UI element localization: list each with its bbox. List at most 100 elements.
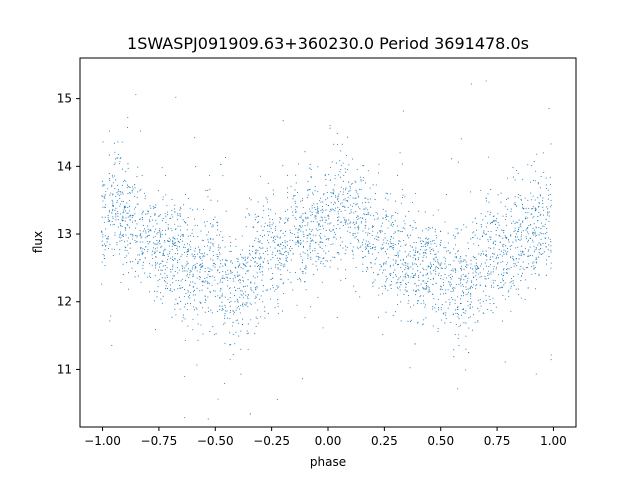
data-point: [387, 243, 389, 245]
data-point: [382, 333, 384, 335]
data-point: [532, 239, 534, 241]
data-point: [349, 222, 351, 224]
data-point: [231, 325, 234, 327]
data-point: [409, 367, 411, 369]
data-point: [356, 203, 358, 205]
data-point: [219, 297, 221, 299]
data-point: [405, 272, 407, 274]
data-point: [328, 250, 330, 252]
data-point: [302, 219, 304, 221]
data-point: [226, 269, 229, 271]
data-point: [393, 232, 395, 235]
data-point: [541, 253, 543, 255]
data-point: [234, 274, 236, 276]
data-point: [476, 222, 478, 224]
data-point: [415, 294, 417, 296]
data-point: [107, 188, 109, 190]
data-point: [133, 208, 136, 210]
data-point: [496, 256, 498, 258]
data-point: [151, 264, 153, 266]
data-point: [305, 268, 307, 270]
data-point: [112, 218, 114, 220]
data-point: [287, 197, 289, 199]
data-point: [153, 251, 155, 253]
data-point: [211, 226, 213, 228]
data-point: [182, 267, 184, 270]
data-point: [328, 218, 330, 220]
data-point: [107, 215, 109, 217]
data-point: [132, 188, 134, 190]
data-point: [218, 244, 220, 246]
data-point: [367, 234, 369, 236]
data-point: [538, 202, 540, 204]
data-point: [287, 191, 289, 194]
data-point: [533, 215, 535, 217]
data-point: [209, 248, 211, 250]
data-point: [140, 188, 142, 190]
data-point: [183, 221, 186, 223]
data-point: [505, 252, 507, 254]
data-point: [235, 267, 237, 269]
data-point: [500, 286, 502, 288]
data-point: [132, 235, 134, 237]
data-point: [547, 208, 549, 210]
data-point: [266, 201, 268, 203]
data-point: [408, 300, 410, 302]
data-point: [339, 227, 341, 229]
data-point: [112, 254, 114, 257]
data-point: [256, 317, 258, 320]
data-point: [349, 189, 351, 191]
data-point: [399, 289, 401, 291]
data-point: [202, 256, 204, 258]
data-point: [149, 219, 151, 221]
data-point: [212, 225, 214, 227]
data-point: [227, 273, 229, 275]
data-point: [229, 296, 231, 299]
data-point: [527, 164, 529, 166]
data-point: [545, 246, 547, 248]
data-point: [208, 275, 211, 278]
data-point: [517, 222, 519, 224]
data-point: [314, 207, 316, 209]
data-point: [181, 265, 183, 267]
data-point: [224, 383, 226, 385]
data-point: [343, 199, 345, 201]
data-point: [322, 263, 324, 265]
data-point: [245, 226, 247, 228]
data-point: [199, 290, 201, 292]
data-point: [142, 230, 144, 232]
data-point: [112, 203, 114, 205]
data-point: [430, 241, 432, 243]
data-point: [459, 324, 461, 326]
data-point: [107, 235, 109, 238]
data-point: [224, 306, 226, 308]
x-axis: −1.00 −0.75 −0.50 −0.25 0.00 0.25 0.50 0.75 1.00: [84, 427, 567, 448]
data-point: [390, 246, 392, 248]
data-point: [470, 191, 472, 193]
data-point: [487, 193, 489, 195]
data-point: [458, 318, 460, 320]
data-point: [112, 208, 114, 210]
data-point: [271, 253, 273, 255]
data-point: [109, 220, 111, 223]
data-point: [186, 270, 188, 272]
data-point: [277, 249, 279, 251]
data-point: [381, 285, 383, 288]
data-point: [231, 272, 233, 274]
data-point: [207, 239, 209, 241]
data-point: [350, 183, 352, 185]
data-point: [413, 276, 415, 278]
data-point: [412, 264, 414, 266]
data-point: [385, 311, 387, 313]
data-point: [518, 294, 520, 296]
data-point: [263, 210, 265, 212]
data-point: [462, 291, 465, 293]
data-point: [380, 225, 382, 227]
data-point: [531, 165, 533, 167]
data-point: [329, 127, 331, 129]
data-point: [171, 210, 173, 212]
data-point: [513, 265, 515, 267]
data-point: [110, 192, 112, 194]
data-point: [144, 195, 146, 197]
data-point: [428, 287, 430, 289]
